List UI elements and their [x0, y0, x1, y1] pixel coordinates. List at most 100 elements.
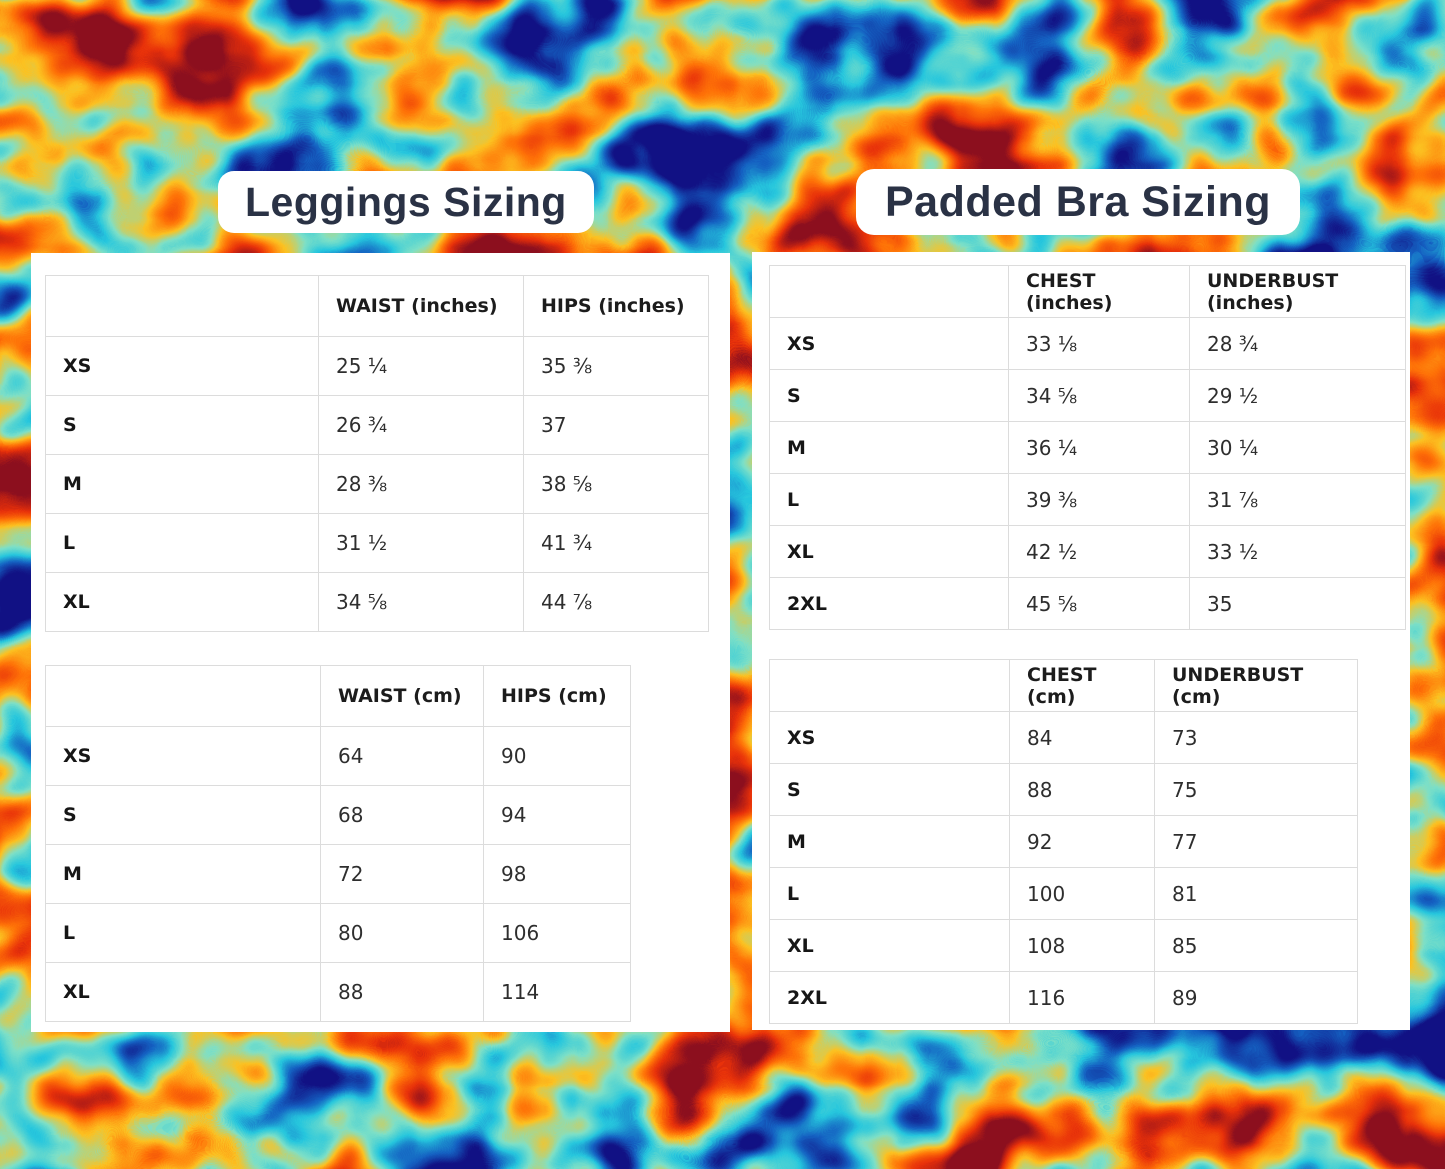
size-label-cell: 2XL [769, 971, 1010, 1024]
size-label-cell: XL [45, 572, 319, 632]
padded-bra-cm-table: CHEST (cm) UNDERBUST (cm) XS 84 73 S 88 75 M 92 77… [769, 659, 1358, 1024]
value-cell: 80 [320, 903, 484, 963]
table-row: XS 64 90 [45, 726, 631, 786]
column-header [769, 265, 1009, 318]
leggings-sizing-title-text: Leggings Sizing [245, 178, 567, 225]
column-header: HIPS (cm) [483, 665, 631, 727]
size-label-cell: XS [769, 317, 1009, 370]
table-row: 2XL 45 ⅝ 35 [769, 577, 1406, 630]
value-cell: 92 [1009, 815, 1155, 868]
column-header [45, 275, 319, 337]
table-row: S 34 ⅝ 29 ½ [769, 369, 1406, 422]
size-label-cell: L [769, 867, 1010, 920]
table-row: M 72 98 [45, 844, 631, 904]
column-header: UNDERBUST (inches) [1189, 265, 1406, 318]
table-row: L 39 ⅜ 31 ⅞ [769, 473, 1406, 526]
value-cell: 89 [1154, 971, 1358, 1024]
value-cell: 81 [1154, 867, 1358, 920]
table-row: XS 84 73 [769, 711, 1358, 764]
table-row: XS 33 ⅛ 28 ¾ [769, 317, 1406, 370]
value-cell: 41 ¾ [523, 513, 709, 573]
value-cell: 75 [1154, 763, 1358, 816]
header-row: WAIST (inches) HIPS (inches) [45, 275, 709, 337]
value-cell: 116 [1009, 971, 1155, 1024]
size-label-cell: L [45, 903, 321, 963]
leggings-inches-table: WAIST (inches) HIPS (inches) XS 25 ¼ 35 ⅜ S 26… [45, 275, 709, 632]
header-row: WAIST (cm) HIPS (cm) [45, 665, 631, 727]
column-header: UNDERBUST (cm) [1154, 659, 1358, 712]
table-row: M 28 ⅜ 38 ⅝ [45, 454, 709, 514]
value-cell: 37 [523, 395, 709, 455]
table-row: S 88 75 [769, 763, 1358, 816]
column-header: WAIST (cm) [320, 665, 484, 727]
value-cell: 94 [483, 785, 631, 845]
table-row: L 100 81 [769, 867, 1358, 920]
table-row: 2XL 116 89 [769, 971, 1358, 1024]
value-cell: 29 ½ [1189, 369, 1406, 422]
value-cell: 68 [320, 785, 484, 845]
value-cell: 28 ⅜ [318, 454, 524, 514]
table-row: XL 108 85 [769, 919, 1358, 972]
padded-bra-sizing-title-text: Padded Bra Sizing [885, 177, 1272, 226]
value-cell: 35 [1189, 577, 1406, 630]
table-row: XL 88 114 [45, 962, 631, 1022]
value-cell: 34 ⅝ [1008, 369, 1190, 422]
value-cell: 85 [1154, 919, 1358, 972]
leggings-cm-table: WAIST (cm) HIPS (cm) XS 64 90 S 68 94 M 72 98 L 80 10… [45, 665, 631, 1022]
value-cell: 31 ½ [318, 513, 524, 573]
value-cell: 26 ¾ [318, 395, 524, 455]
table-row: L 80 106 [45, 903, 631, 963]
value-cell: 28 ¾ [1189, 317, 1406, 370]
value-cell: 88 [320, 962, 484, 1022]
value-cell: 38 ⅝ [523, 454, 709, 514]
size-label-cell: M [45, 844, 321, 904]
size-label-cell: M [45, 454, 319, 514]
size-label-cell: XL [769, 525, 1009, 578]
value-cell: 39 ⅜ [1008, 473, 1190, 526]
padded-bra-sizing-title: Padded Bra Sizing [856, 169, 1301, 235]
size-label-cell: XS [769, 711, 1010, 764]
header-row: CHEST (cm) UNDERBUST (cm) [769, 659, 1358, 712]
column-header: HIPS (inches) [523, 275, 709, 337]
table-row: XS 25 ¼ 35 ⅜ [45, 336, 709, 396]
value-cell: 25 ¼ [318, 336, 524, 396]
value-cell: 36 ¼ [1008, 421, 1190, 474]
size-label-cell: XS [45, 726, 321, 786]
value-cell: 98 [483, 844, 631, 904]
value-cell: 106 [483, 903, 631, 963]
size-label-cell: M [769, 815, 1010, 868]
table-row: XL 42 ½ 33 ½ [769, 525, 1406, 578]
leggings-sizing-card: WAIST (inches) HIPS (inches) XS 25 ¼ 35 ⅜ S 26… [31, 253, 730, 1032]
value-cell: 33 ⅛ [1008, 317, 1190, 370]
size-label-cell: XL [45, 962, 321, 1022]
size-label-cell: S [45, 395, 319, 455]
value-cell: 64 [320, 726, 484, 786]
leggings-sizing-title: Leggings Sizing [218, 171, 594, 233]
value-cell: 31 ⅞ [1189, 473, 1406, 526]
column-header [769, 659, 1010, 712]
value-cell: 33 ½ [1189, 525, 1406, 578]
column-header [45, 665, 321, 727]
table-row: XL 34 ⅝ 44 ⅞ [45, 572, 709, 632]
value-cell: 77 [1154, 815, 1358, 868]
value-cell: 84 [1009, 711, 1155, 764]
size-label-cell: L [769, 473, 1009, 526]
padded-bra-inches-table: CHEST (inches) UNDERBUST (inches) XS 33 ⅛ 28… [769, 265, 1406, 630]
size-label-cell: 2XL [769, 577, 1009, 630]
column-header: CHEST (cm) [1009, 659, 1155, 712]
table-row: M 92 77 [769, 815, 1358, 868]
header-row: CHEST (inches) UNDERBUST (inches) [769, 265, 1406, 318]
column-header: WAIST (inches) [318, 275, 524, 337]
size-label-cell: XL [769, 919, 1010, 972]
table-row: S 26 ¾ 37 [45, 395, 709, 455]
size-label-cell: S [769, 369, 1009, 422]
value-cell: 42 ½ [1008, 525, 1190, 578]
value-cell: 90 [483, 726, 631, 786]
size-label-cell: XS [45, 336, 319, 396]
value-cell: 34 ⅝ [318, 572, 524, 632]
value-cell: 30 ¼ [1189, 421, 1406, 474]
column-header: CHEST (inches) [1008, 265, 1190, 318]
value-cell: 35 ⅜ [523, 336, 709, 396]
value-cell: 73 [1154, 711, 1358, 764]
value-cell: 114 [483, 962, 631, 1022]
